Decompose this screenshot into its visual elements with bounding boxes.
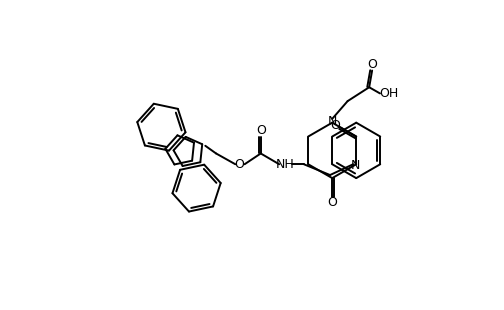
Text: O: O [367, 58, 377, 71]
Text: O: O [327, 196, 337, 209]
Text: NH: NH [276, 158, 295, 171]
Text: O: O [234, 158, 244, 171]
Text: OH: OH [380, 87, 399, 100]
Text: N: N [328, 115, 337, 128]
Text: O: O [256, 124, 266, 137]
Text: O: O [330, 119, 340, 132]
Text: N: N [351, 158, 360, 171]
